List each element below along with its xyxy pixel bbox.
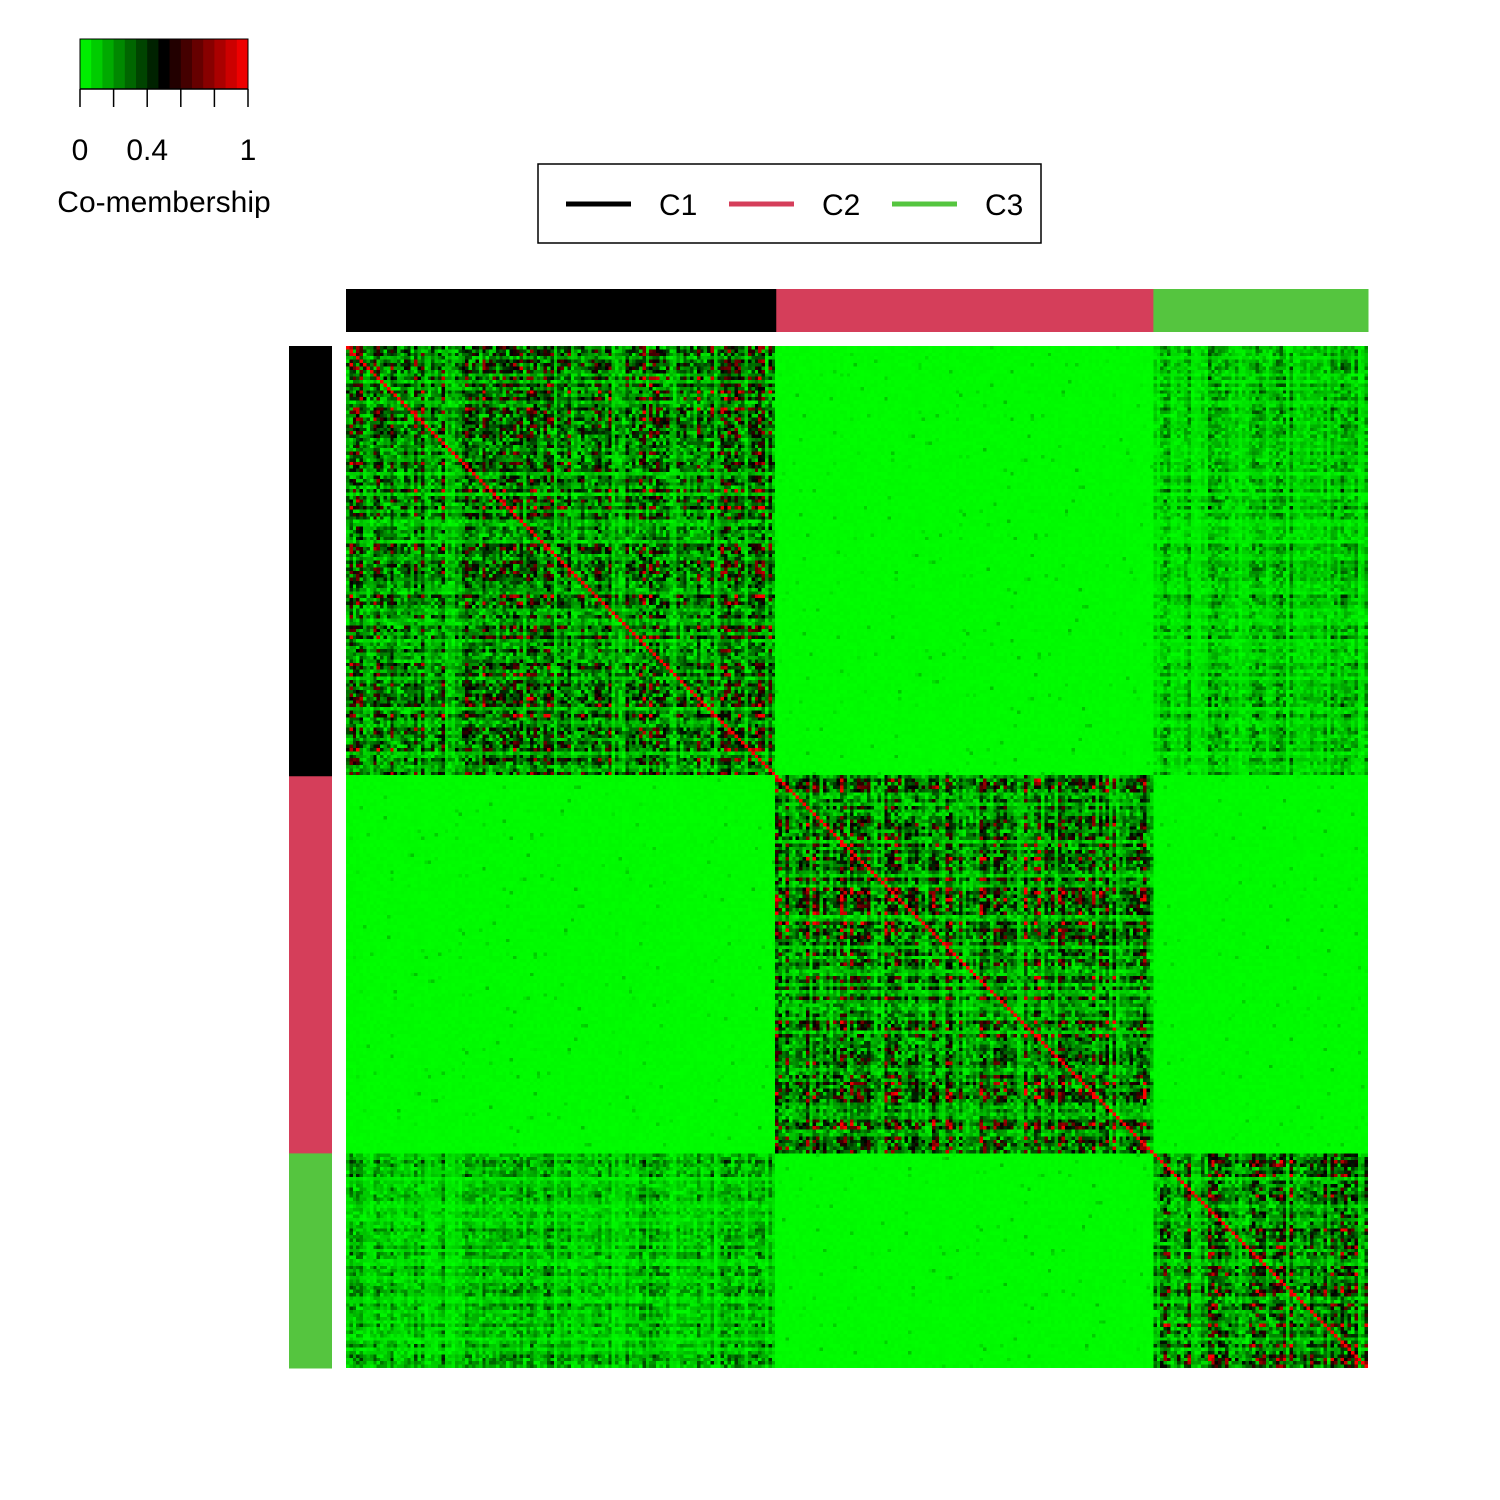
colorbar-swatch: [102, 39, 115, 89]
colorbar-swatch: [136, 39, 148, 89]
left-annotation-c1: [289, 346, 332, 777]
top-annotation-c3: [1153, 289, 1369, 332]
colorbar-swatch: [80, 39, 92, 89]
colorbar-swatch: [124, 39, 137, 89]
legend-label-c3: C3: [985, 189, 1023, 222]
left-annotation-c2: [289, 776, 332, 1154]
comembership-heatmap: [346, 346, 1368, 1368]
legend-label-c2: C2: [822, 189, 860, 222]
colorbar-tick-label: 0.4: [126, 134, 168, 167]
colorbar-swatch: [203, 39, 215, 89]
legend-label-c1: C1: [659, 189, 697, 222]
colorbar-swatch: [225, 39, 238, 89]
colorbar-tick-label: 1: [240, 134, 257, 167]
cluster-legend: C1 C2 C3: [537, 163, 1042, 244]
colorbar-swatch: [91, 39, 103, 89]
colorbar-swatch: [192, 39, 204, 89]
left-cluster-annotation-bar: [289, 346, 332, 1369]
colorbar-title: Co-membership: [57, 186, 270, 219]
colorbar-swatch: [236, 39, 249, 89]
colorbar-swatch: [180, 39, 193, 89]
colorbar-swatch: [158, 39, 171, 89]
colorbar-swatch: [113, 39, 126, 89]
colorbar-swatch: [147, 39, 159, 89]
top-cluster-annotation-bar: [346, 289, 1369, 332]
colorbar-tick-label: 0: [72, 134, 89, 167]
left-annotation-c3: [289, 1153, 332, 1369]
colorbar-swatch: [214, 39, 227, 89]
top-annotation-c1: [346, 289, 777, 332]
top-annotation-c2: [776, 289, 1154, 332]
colorbar-swatch: [169, 39, 182, 89]
colorbar: 0 0.4 1: [72, 38, 257, 167]
